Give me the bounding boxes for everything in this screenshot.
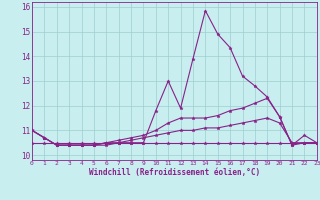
X-axis label: Windchill (Refroidissement éolien,°C): Windchill (Refroidissement éolien,°C)	[89, 168, 260, 177]
